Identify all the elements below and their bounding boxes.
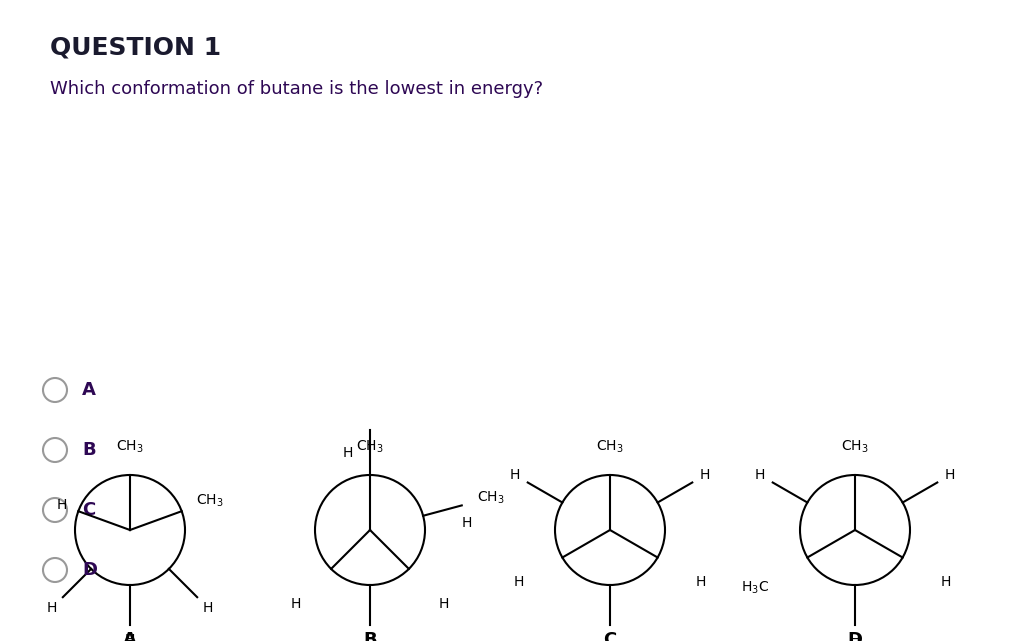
Text: H: H [514,576,524,590]
Text: CH$_3$: CH$_3$ [477,490,505,506]
Text: A: A [82,381,96,399]
Text: CH$_3$: CH$_3$ [116,439,143,455]
Text: H: H [941,576,951,590]
Text: D: D [848,631,862,641]
Text: H: H [462,517,472,530]
Text: CH$_3$: CH$_3$ [356,439,384,455]
Text: CH$_3$: CH$_3$ [196,493,223,509]
Text: C: C [82,501,95,519]
Text: H: H [510,468,520,482]
Text: CH$_3$: CH$_3$ [596,439,624,455]
Text: B: B [82,441,95,459]
Text: H: H [439,597,450,612]
Text: H: H [125,633,135,641]
Text: CH$_3$: CH$_3$ [841,439,868,455]
Text: Which conformation of butane is the lowest in energy?: Which conformation of butane is the lowe… [50,80,543,98]
Text: H: H [291,597,301,612]
Text: A: A [123,631,137,641]
Text: D: D [82,561,97,579]
Text: H: H [56,498,67,512]
Text: H: H [695,576,707,590]
Text: QUESTION 1: QUESTION 1 [50,35,221,59]
Text: H: H [700,468,711,482]
Text: H: H [47,601,57,615]
Text: C: C [603,631,616,641]
Text: H$_3$C: H$_3$C [741,579,769,595]
Text: H: H [850,633,860,641]
Text: B: B [364,631,377,641]
Text: H: H [365,633,375,641]
Text: H: H [203,601,213,615]
Text: H: H [755,468,765,482]
Text: H: H [343,446,353,460]
Text: H: H [945,468,955,482]
